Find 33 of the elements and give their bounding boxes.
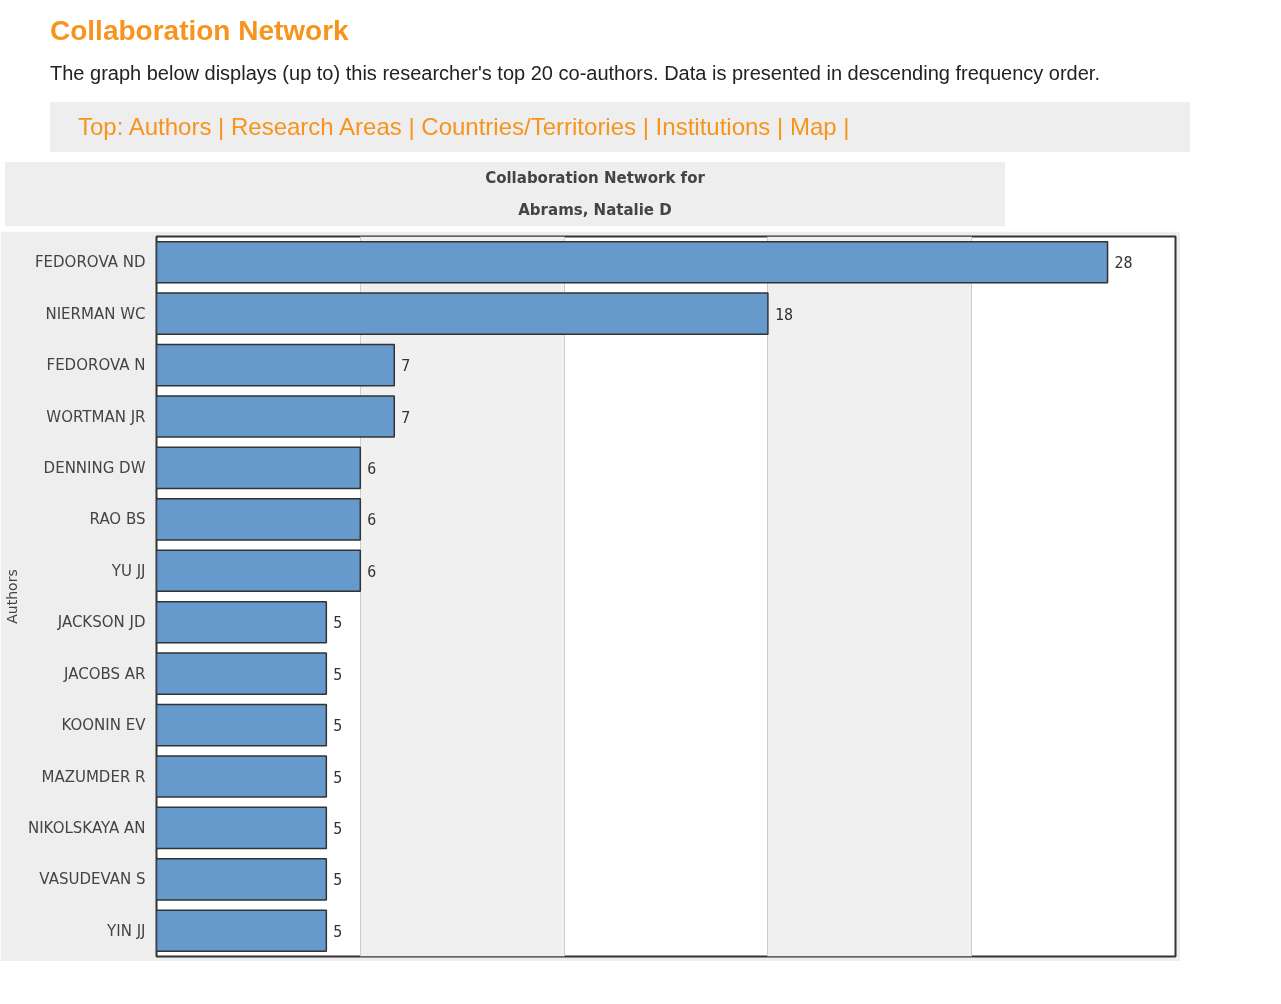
y-tick-label: FEDOROVA ND <box>34 253 146 272</box>
y-tick-label: JACOBS AR <box>63 664 146 683</box>
y-tick-label: NIKOLSKAYA AN <box>27 818 146 837</box>
chart-title: Collaboration Network for Abrams, Natalie D <box>485 167 705 221</box>
text: Top: Authors | Research Areas | Countries/Territories | Institutions | Map | <box>50 101 1190 152</box>
y-tick-label: VASUDEVAN S <box>39 870 146 889</box>
data-label: 28 <box>1114 254 1133 273</box>
y-tick-label: KOONIN EV <box>61 715 147 734</box>
y-tick-label: RAO BS <box>89 510 146 529</box>
y-tick-label: JACKSON JD <box>56 613 146 632</box>
y-tick-label: YIN JJ <box>106 921 146 940</box>
data-label: 5 <box>333 922 343 941</box>
data-label: 5 <box>333 614 343 633</box>
data-label: 18 <box>774 305 793 324</box>
y-tick-label: NIERMAN WC <box>45 304 146 323</box>
data-label: 5 <box>333 665 343 684</box>
data-label: 5 <box>333 871 343 890</box>
y-tick-label: WORTMAN JR <box>46 407 146 426</box>
y-tick-label: YU JJ <box>110 561 146 580</box>
text: Collaboration Network <box>50 14 350 48</box>
data-label: 7 <box>401 408 411 427</box>
data-label: 7 <box>401 356 411 375</box>
y-tick-label: FEDOROVA N <box>46 355 146 374</box>
data-label: 5 <box>333 768 343 787</box>
chart-subtitle: The graph below displays (up to) this researcher's top 20 co-authors. Data is presented in descending frequency order. <box>50 61 1101 86</box>
data-label: 5 <box>333 716 343 735</box>
y-tick-label: DENNING DW <box>43 458 146 477</box>
data-label: 6 <box>367 511 377 530</box>
y-tick-label: MAZUMDER R <box>41 767 146 786</box>
data-label: 6 <box>367 562 377 581</box>
data-label: 5 <box>333 819 343 838</box>
y-axis-title: Authors <box>3 569 20 624</box>
data-label: 6 <box>367 459 377 478</box>
